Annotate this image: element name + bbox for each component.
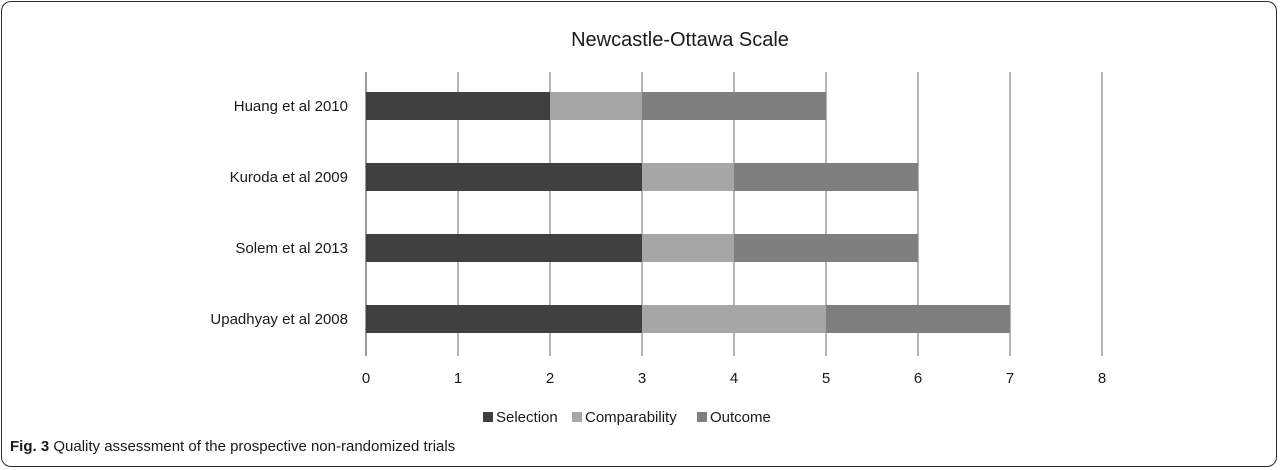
legend-swatch-comparability bbox=[572, 412, 582, 422]
legend-swatch-selection bbox=[483, 412, 493, 422]
bar-outcome-4 bbox=[826, 305, 1010, 333]
x-tick-label: 3 bbox=[638, 370, 646, 387]
bar-comparability-3 bbox=[642, 234, 734, 262]
x-tick-label: 2 bbox=[546, 370, 554, 387]
bar-selection-1 bbox=[366, 92, 550, 120]
bar-selection-3 bbox=[366, 234, 642, 262]
legend-swatch-outcome bbox=[697, 412, 707, 422]
bar-outcome-3 bbox=[734, 234, 918, 262]
bars bbox=[366, 92, 1010, 333]
bar-comparability-1 bbox=[550, 92, 642, 120]
x-tick-label: 0 bbox=[362, 370, 370, 387]
x-tick-label: 1 bbox=[454, 370, 462, 387]
figure-caption: Fig. 3 Quality assessment of the prospec… bbox=[10, 438, 455, 455]
category-labels: Huang et al 2010 Kuroda et al 2009 Solem e… bbox=[210, 98, 348, 328]
x-tick-label: 6 bbox=[914, 370, 922, 387]
caption-text: Quality assessment of the prospective no… bbox=[53, 438, 456, 455]
bar-selection-4 bbox=[366, 305, 642, 333]
bar-selection-2 bbox=[366, 163, 642, 191]
category-label: Huang et al 2010 bbox=[234, 98, 348, 115]
x-tick-label: 4 bbox=[730, 370, 738, 387]
bar-comparability-4 bbox=[642, 305, 826, 333]
x-tick-labels: 0 1 2 3 4 5 6 7 8 bbox=[362, 370, 1106, 387]
legend-label-comparability: Comparability bbox=[585, 409, 677, 426]
category-label: Upadhyay et al 2008 bbox=[210, 311, 348, 328]
x-tick-label: 7 bbox=[1006, 370, 1014, 387]
x-tick-label: 8 bbox=[1098, 370, 1106, 387]
category-label: Solem et al 2013 bbox=[235, 240, 348, 257]
legend-label-selection: Selection bbox=[496, 409, 558, 426]
x-tick-label: 5 bbox=[822, 370, 830, 387]
category-label: Kuroda et al 2009 bbox=[230, 169, 348, 186]
legend-label-outcome: Outcome bbox=[710, 409, 771, 426]
bar-outcome-2 bbox=[734, 163, 918, 191]
bar-outcome-1 bbox=[642, 92, 826, 120]
caption-label: Fig. 3 bbox=[10, 438, 50, 455]
legend: Selection Comparability Outcome bbox=[483, 409, 771, 426]
stacked-bar-chart: Newcastle-Ottawa Scale Huang et al 2010 K… bbox=[210, 29, 1106, 426]
bar-comparability-2 bbox=[642, 163, 734, 191]
chart-title: Newcastle-Ottawa Scale bbox=[571, 29, 789, 51]
